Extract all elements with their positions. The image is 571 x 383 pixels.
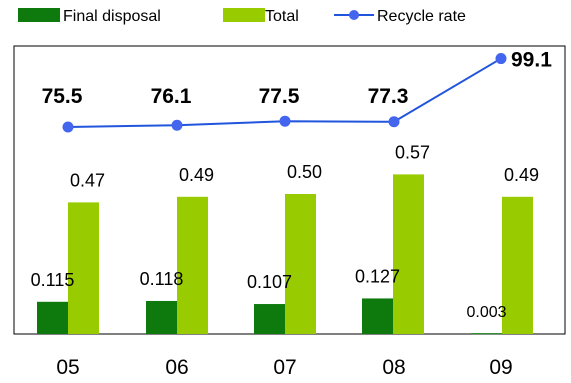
data-label-recycle-rate-06: 76.1 bbox=[151, 85, 192, 108]
legend-swatch-total bbox=[223, 8, 265, 22]
data-label-final-disposal-06: 0.118 bbox=[140, 269, 184, 289]
point-recycle-rate-05 bbox=[62, 121, 74, 133]
x-tick-label-07: 07 bbox=[273, 356, 296, 379]
bar-total-08 bbox=[393, 174, 424, 334]
data-label-recycle-rate-05: 75.5 bbox=[42, 85, 83, 108]
legend: Final disposal Total Recycle rate bbox=[18, 8, 466, 25]
data-label-total-09: 0.49 bbox=[504, 165, 539, 185]
legend-item-final-disposal: Final disposal bbox=[18, 8, 161, 25]
legend-marker-recycle-rate bbox=[349, 10, 359, 20]
data-label-total-05: 0.47 bbox=[70, 170, 105, 190]
point-recycle-rate-07 bbox=[279, 115, 291, 127]
data-label-recycle-rate-08: 77.3 bbox=[368, 85, 409, 108]
point-recycle-rate-06 bbox=[171, 119, 183, 131]
bar-total-09 bbox=[502, 196, 533, 334]
x-tick-label-05: 05 bbox=[56, 356, 79, 379]
bar-final-disposal-07 bbox=[254, 304, 285, 334]
data-label-final-disposal-08: 0.127 bbox=[355, 266, 400, 286]
legend-label-total: Total bbox=[265, 8, 299, 25]
bar-final-disposal-09 bbox=[471, 333, 502, 335]
legend-label-recycle-rate: Recycle rate bbox=[377, 8, 466, 25]
bar-total-07 bbox=[285, 194, 316, 334]
bar-final-disposal-05 bbox=[37, 301, 68, 334]
data-label-final-disposal-09: 0.003 bbox=[466, 304, 506, 321]
bar-final-disposal-06 bbox=[146, 300, 177, 334]
bar-total-06 bbox=[177, 196, 208, 334]
data-label-total-08: 0.57 bbox=[395, 142, 430, 162]
x-tick-label-09: 09 bbox=[489, 356, 512, 379]
legend-label-final-disposal: Final disposal bbox=[63, 8, 161, 25]
x-tick-label-06: 06 bbox=[165, 356, 188, 379]
legend-item-recycle-rate: Recycle rate bbox=[334, 8, 466, 25]
chart-marks: 0.115 0.47 75.5 05 0.118 0.49 76.1 06 0.107 0.50 7… bbox=[31, 49, 553, 379]
data-label-final-disposal-05: 0.115 bbox=[31, 270, 75, 290]
bar-final-disposal-08 bbox=[362, 298, 393, 334]
data-label-final-disposal-07: 0.107 bbox=[247, 272, 292, 292]
data-label-total-07: 0.50 bbox=[287, 162, 322, 182]
data-label-recycle-rate-07: 77.5 bbox=[259, 85, 300, 108]
bar-total-05 bbox=[68, 202, 99, 334]
x-tick-label-08: 08 bbox=[382, 356, 405, 379]
legend-swatch-final-disposal bbox=[18, 8, 60, 22]
legend-item-total: Total bbox=[223, 8, 299, 25]
point-recycle-rate-09 bbox=[495, 53, 507, 65]
point-recycle-rate-08 bbox=[388, 116, 400, 128]
data-label-recycle-rate-09: 99.1 bbox=[511, 49, 552, 72]
data-label-total-06: 0.49 bbox=[179, 165, 214, 185]
